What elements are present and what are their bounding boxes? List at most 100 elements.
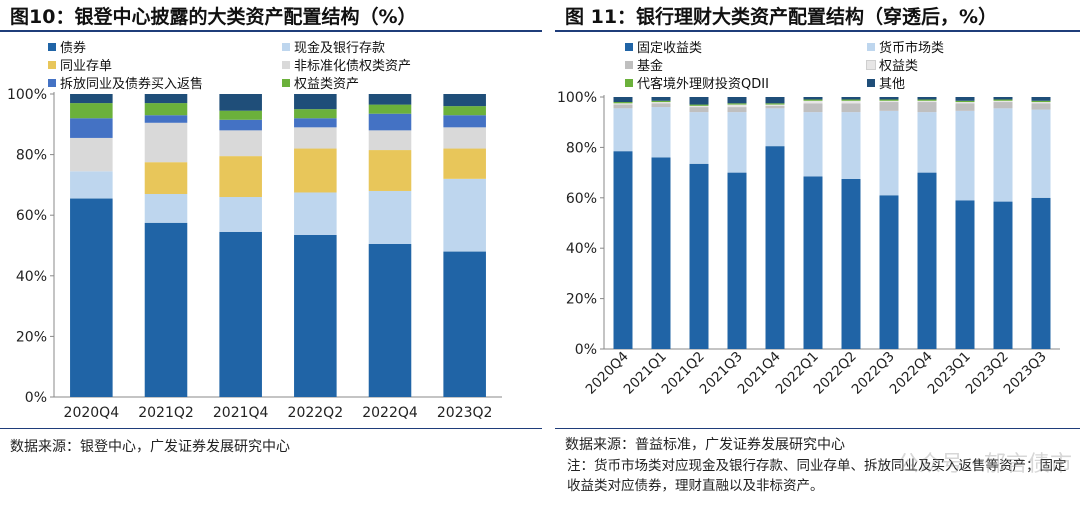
left-source-text: 数据来源：银登中心，广发证券发展研究中心 (10, 439, 290, 455)
right-bar-segment-s1-2021Q1 (651, 107, 671, 158)
left-y-tick-label: 0% (25, 390, 47, 406)
left-bar-segment-s4-2023Q2 (443, 115, 486, 128)
right-bar-segment-s0-2021Q2 (689, 163, 709, 349)
left-bar-segment-s1-2022Q4 (368, 190, 412, 244)
right-legend-swatch-equity (866, 59, 876, 70)
left-legend-swatch-ncd (48, 60, 56, 69)
right-note-text: 注：货币市场类对应现金及银行存款、同业存单、拆放同业及买入返售等资产；固定收益类… (567, 458, 1067, 494)
right-legend-item-fund: 基金 (625, 55, 663, 74)
right-bar-segment-s4-2022Q4 (917, 99, 937, 101)
right-bar-segment-s1-2023Q3 (1031, 109, 1051, 198)
right-legend-item-fixed-income: 固定收益类 (625, 37, 702, 56)
right-bar-segment-s1-2022Q4 (917, 112, 937, 173)
right-bar-segment-s1-2021Q2 (689, 112, 709, 164)
right-bar-segment-s5-2021Q3 (727, 97, 747, 104)
left-legend-item-equity: 权益类资产 (282, 73, 359, 92)
right-bar-segment-s1-2021Q4 (765, 108, 785, 147)
right-legend-swatch-fund (625, 60, 633, 69)
left-bar-segment-s4-2022Q4 (368, 113, 412, 131)
right-bar-segment-s0-2023Q3 (1031, 197, 1051, 349)
left-bar-segment-s1-2022Q2 (294, 192, 337, 235)
left-legend-label-bonds: 债券 (60, 41, 87, 56)
right-bar-segment-s2-2021Q1 (651, 103, 671, 108)
left-y-tick-label: 100% (7, 87, 47, 103)
right-bar-segment-s2-2022Q3 (879, 102, 899, 111)
right-bar-segment-s3-2022Q1 (803, 100, 823, 104)
right-bar-segment-s4-2020Q4 (613, 102, 633, 104)
right-stacked-bar-chart: 0%20%40%60%80%100%2020Q42021Q12021Q22021… (557, 90, 1060, 398)
left-bar-segment-s5-2020Q4 (70, 103, 113, 119)
left-bar-segment-s0-2022Q2 (294, 234, 337, 397)
right-bar-segment-s4-2022Q3 (879, 99, 899, 101)
left-legend-swatch-interbank-repo (48, 78, 56, 87)
right-y-tick-label: 100% (557, 90, 597, 106)
left-x-tick-label: 2020Q4 (64, 405, 120, 421)
right-bar-segment-s4-2022Q2 (841, 99, 861, 101)
left-bar-segment-s6-2023Q2 (443, 94, 486, 107)
right-source-text: 数据来源：普益标准，广发证券发展研究中心 (565, 437, 845, 453)
left-bar-segment-s6-2022Q2 (294, 94, 337, 110)
right-bar-segment-s5-2023Q3 (1031, 97, 1051, 101)
right-y-tick-label: 40% (566, 241, 597, 257)
right-bar-segment-s3-2020Q4 (613, 103, 633, 105)
left-bar-segment-s0-2020Q4 (70, 198, 113, 397)
right-bar-segment-s3-2023Q2 (993, 100, 1013, 103)
left-legend-swatch-nonstandard (282, 60, 290, 69)
right-legend-swatch-other (867, 78, 875, 87)
left-bar-segment-s4-2020Q4 (70, 118, 113, 138)
right-bar-segment-s1-2023Q2 (993, 108, 1013, 202)
right-bar-segment-s2-2023Q3 (1031, 103, 1051, 110)
right-bar-segment-s3-2021Q1 (651, 102, 671, 104)
left-panel: 图10：银登中心披露的大类资产配置结构（%） 债券 现金及银行存款 同业存单 非… (0, 6, 542, 455)
left-bar-segment-s2-2023Q2 (443, 148, 486, 179)
right-bar-segment-s3-2023Q1 (955, 102, 975, 104)
right-legend-item-money-market: 货币市场类 (867, 37, 944, 56)
right-chart-title: 图 11：银行理财大类资产配置结构（穿透后，%） (565, 6, 998, 28)
right-bar-segment-s0-2021Q4 (765, 146, 785, 349)
left-y-tick-label: 60% (16, 208, 47, 224)
right-bar-segment-s5-2023Q2 (993, 97, 1013, 100)
left-stacked-bar-chart: 0% 20% 40% 60% 80% 100% 2020Q4 2021Q2 2021Q4 2022… (7, 87, 502, 421)
right-bar-segment-s2-2020Q4 (613, 104, 633, 109)
right-bar-segment-s1-2022Q1 (803, 112, 823, 177)
left-bar-segment-s3-2021Q2 (144, 122, 188, 163)
right-bar-segment-s2-2021Q4 (765, 105, 785, 109)
right-legend-label-fixed-income: 固定收益类 (637, 41, 703, 56)
left-legend-swatch-equity (282, 78, 290, 87)
right-bar-segment-s4-2021Q1 (651, 100, 671, 103)
left-legend-label-cash: 现金及银行存款 (294, 41, 386, 56)
right-y-tick-label: 60% (566, 191, 597, 207)
right-bar-segment-s4-2021Q4 (765, 103, 785, 105)
left-bar-segment-s3-2023Q2 (443, 127, 486, 149)
left-bar-segment-s1-2020Q4 (70, 171, 113, 199)
right-bar-segment-s4-2022Q1 (803, 99, 823, 101)
right-y-tick-label: 0% (575, 342, 597, 358)
right-legend-item-equity: 权益类 (866, 55, 918, 74)
left-legend-item-cash: 现金及银行存款 (282, 37, 385, 56)
right-bar-segment-s2-2023Q2 (993, 102, 1013, 109)
left-bar-segment-s6-2022Q4 (368, 94, 412, 105)
right-bar-segment-s5-2021Q1 (651, 97, 671, 101)
right-bar-segment-s0-2022Q3 (879, 195, 899, 349)
right-bottom-rule (555, 428, 1080, 429)
right-title-rule (555, 30, 1080, 32)
right-bar-segment-s3-2021Q2 (689, 105, 709, 108)
left-legend-item-bonds: 债券 (48, 37, 86, 56)
left-bar-segment-s3-2022Q2 (294, 127, 337, 149)
left-y-tick-label: 20% (16, 329, 47, 345)
left-x-tick-label: 2023Q2 (437, 405, 493, 421)
left-bar-segment-s0-2021Q4 (219, 231, 262, 397)
right-bar-segment-s5-2020Q4 (613, 97, 633, 103)
right-legend-label-fund: 基金 (637, 59, 664, 74)
watermark: 公众号 · 郁言债市 (897, 452, 1072, 477)
right-bar-segment-s5-2021Q4 (765, 97, 785, 104)
left-bar-segment-s0-2022Q4 (368, 243, 412, 397)
right-bar-segment-s4-2023Q1 (955, 100, 975, 103)
left-bar-segment-s5-2023Q2 (443, 106, 486, 116)
right-bar-segment-s2-2023Q1 (955, 103, 975, 111)
right-bar-segment-s2-2021Q2 (689, 107, 709, 113)
right-bar-segment-s3-2022Q3 (879, 100, 899, 103)
left-bar-segment-s0-2023Q2 (443, 251, 486, 397)
right-legend-label-qdii: 代客境外理财投资QDII (637, 77, 769, 92)
left-y-tick-label: 40% (16, 269, 47, 285)
